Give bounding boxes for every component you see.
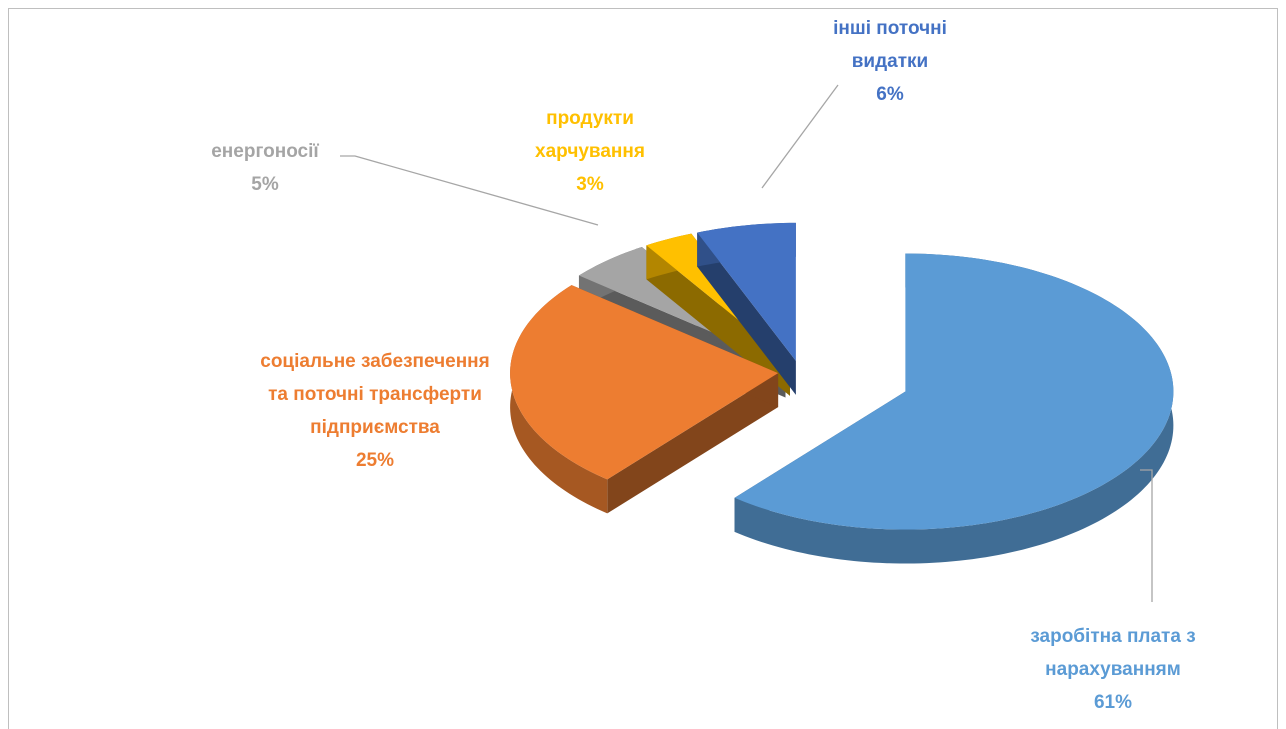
data-label: продукти харчування 3%: [530, 102, 650, 201]
category-label: інші поточні видатки: [833, 18, 947, 72]
data-label: заробітна плата з нарахуванням 61%: [993, 620, 1233, 719]
slice: [510, 285, 779, 480]
data-label: інші поточні видатки 6%: [820, 12, 960, 111]
slice: [734, 253, 1174, 530]
chart-frame: [8, 8, 1278, 729]
data-label: соціальне забезпечення та поточні трансф…: [260, 345, 490, 477]
leader-lines: [340, 84, 1153, 602]
pie: [510, 222, 1174, 564]
category-label: заробітна плата з нарахуванням: [1030, 626, 1196, 680]
category-label: продукти харчування: [535, 108, 645, 162]
slice-side: [646, 245, 791, 396]
value-label: 3%: [576, 174, 604, 195]
category-label: енергоносії: [211, 141, 319, 162]
slice-side: [697, 232, 796, 395]
leader-line: [340, 155, 599, 226]
slice: [697, 222, 796, 361]
leader-line: [761, 84, 839, 189]
value-label: 5%: [251, 174, 279, 195]
value-label: 6%: [876, 84, 904, 105]
category-label: соціальне забезпечення та поточні трансф…: [260, 351, 490, 438]
data-label: енергоносії 5%: [190, 135, 340, 201]
leader-line: [1140, 469, 1153, 602]
value-label: 61%: [1093, 692, 1133, 713]
slice-wall: [734, 253, 1174, 564]
value-label: 25%: [355, 450, 395, 471]
slice-side: [607, 373, 779, 514]
